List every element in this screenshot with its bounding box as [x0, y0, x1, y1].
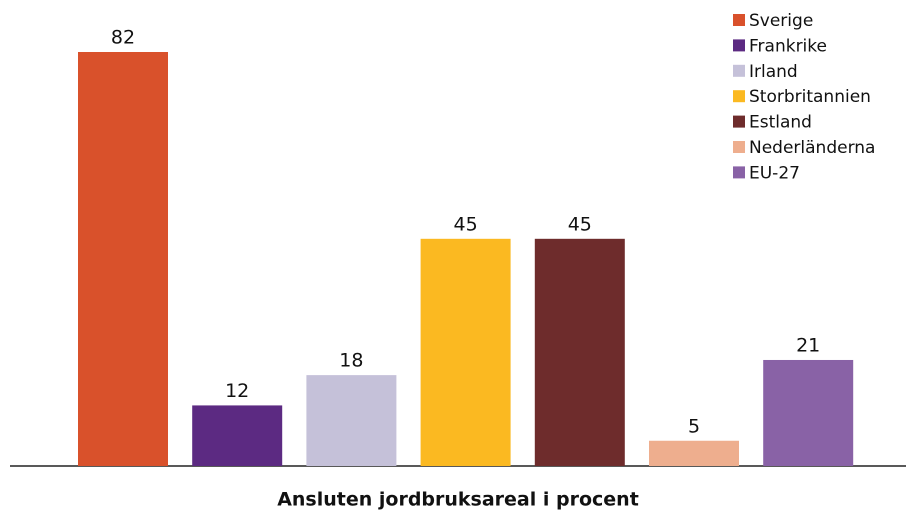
data-label: 21 [796, 334, 820, 356]
data-label: 82 [111, 27, 135, 49]
bar [534, 238, 625, 466]
legend-label: Estland [749, 113, 812, 133]
bar [420, 238, 511, 466]
legend-swatch [733, 141, 745, 153]
legend-label: Storbritannien [749, 87, 871, 107]
legend-swatch [733, 14, 745, 26]
legend-swatch [733, 90, 745, 103]
legend-swatch [733, 64, 745, 77]
bar [649, 440, 739, 466]
data-label: 45 [454, 213, 478, 235]
data-label: 5 [688, 415, 700, 437]
data-label: 12 [225, 380, 249, 402]
legend-swatch [733, 166, 745, 179]
legend-label: EU-27 [749, 163, 800, 183]
bar [78, 52, 168, 466]
legend-label: Sverige [749, 11, 813, 31]
legend-label: Frankrike [749, 36, 827, 56]
legend-label: Nederländerna [749, 138, 875, 158]
bar [192, 405, 283, 466]
x-axis-label: Ansluten jordbruksareal i procent [277, 489, 639, 511]
data-label: 45 [568, 213, 592, 235]
data-label: 18 [339, 350, 363, 372]
legend-swatch [733, 115, 745, 128]
legend-swatch [733, 39, 745, 52]
bar [306, 375, 397, 466]
bar [763, 359, 854, 466]
legend-label: Irland [749, 62, 798, 82]
